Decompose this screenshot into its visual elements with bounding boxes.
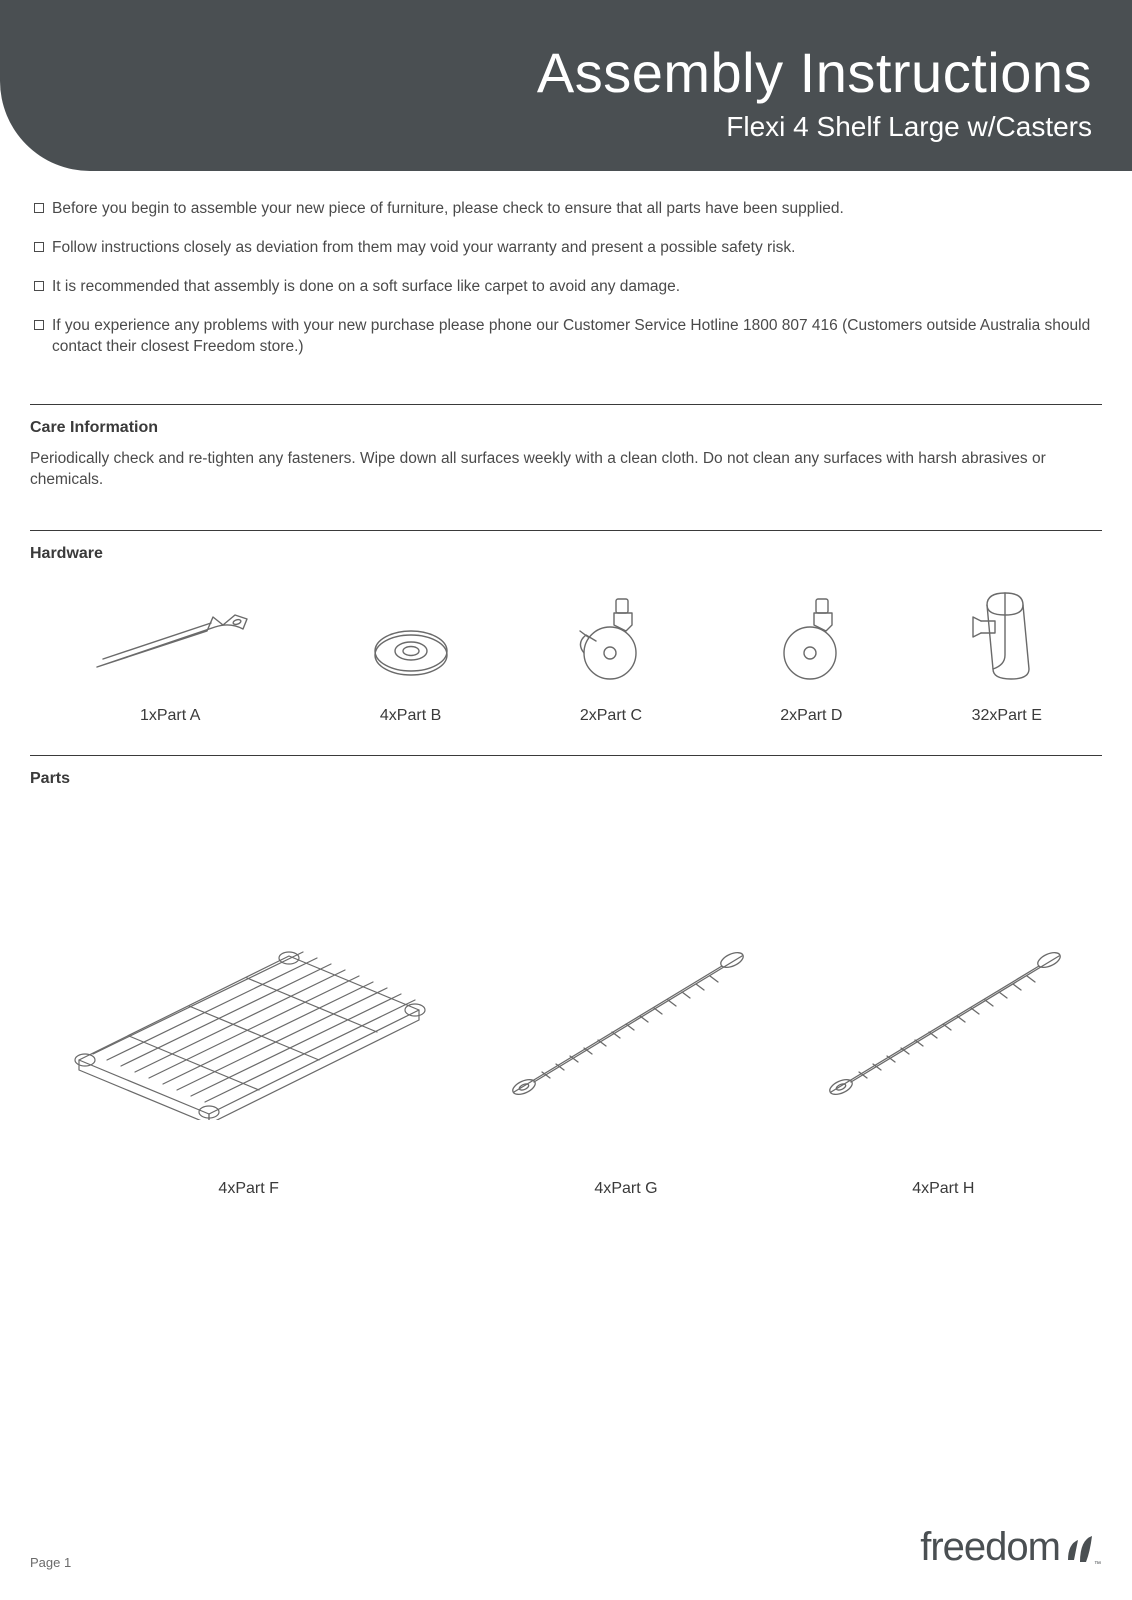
parts-item: 4xPart H	[813, 940, 1073, 1198]
logo-text: freedom	[920, 1525, 1060, 1570]
svg-text:™: ™	[1094, 1561, 1101, 1568]
hardware-item: 32xPart E	[967, 585, 1047, 725]
parts-item: 4xPart G	[496, 940, 756, 1198]
hardware-label: 2xPart D	[780, 707, 842, 725]
wrench-icon	[85, 605, 255, 685]
parts-label: 4xPart H	[912, 1180, 974, 1198]
header-banner: Assembly Instructions Flexi 4 Shelf Larg…	[0, 0, 1132, 171]
pre-assembly-notes: Before you begin to assemble your new pi…	[30, 199, 1102, 394]
hardware-item: 2xPart C	[566, 595, 656, 725]
post-icon	[813, 940, 1073, 1120]
parts-item: 4xPart F	[59, 860, 439, 1198]
parts-label: 4xPart G	[594, 1180, 657, 1198]
shelf-icon	[59, 860, 439, 1120]
hardware-item: 4xPart B	[366, 615, 456, 725]
note-item: It is recommended that assembly is done …	[30, 277, 1102, 298]
caster-icon	[766, 595, 856, 685]
hardware-label: 32xPart E	[972, 707, 1042, 725]
page-content: Before you begin to assemble your new pi…	[0, 199, 1132, 1218]
caster-brake-icon	[566, 595, 656, 685]
doc-subtitle: Flexi 4 Shelf Large w/Casters	[40, 111, 1092, 143]
split-sleeve-icon	[967, 585, 1047, 685]
divider	[30, 755, 1102, 756]
care-text: Periodically check and re-tighten any fa…	[30, 449, 1102, 491]
hardware-heading: Hardware	[30, 545, 1102, 563]
parts-row: 4xPart F	[30, 800, 1102, 1218]
note-item: If you experience any problems with your…	[30, 316, 1102, 358]
parts-label: 4xPart F	[218, 1180, 278, 1198]
page-footer: Page 1 freedom ™	[30, 1525, 1102, 1570]
doc-title: Assembly Instructions	[40, 40, 1092, 105]
logo-mark-icon: ™	[1062, 1530, 1102, 1570]
page-number: Page 1	[30, 1555, 71, 1570]
hardware-label: 2xPart C	[580, 707, 642, 725]
parts-heading: Parts	[30, 770, 1102, 788]
note-item: Follow instructions closely as deviation…	[30, 238, 1102, 259]
foot-cap-icon	[366, 615, 456, 685]
care-heading: Care Information	[30, 419, 1102, 437]
hardware-row: 1xPart A 4xPart B	[30, 575, 1102, 745]
hardware-item: 2xPart D	[766, 595, 856, 725]
note-item: Before you begin to assemble your new pi…	[30, 199, 1102, 220]
post-icon	[496, 940, 756, 1120]
hardware-label: 1xPart A	[140, 707, 200, 725]
brand-logo: freedom ™	[920, 1525, 1102, 1570]
hardware-item: 1xPart A	[85, 605, 255, 725]
hardware-label: 4xPart B	[380, 707, 441, 725]
divider	[30, 404, 1102, 405]
divider	[30, 530, 1102, 531]
